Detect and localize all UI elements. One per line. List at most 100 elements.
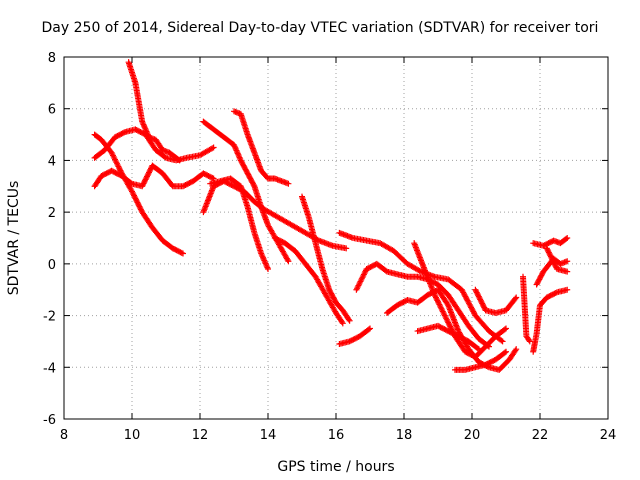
- data-point: [146, 169, 152, 176]
- data-point: [284, 256, 291, 263]
- data-point: [552, 263, 559, 270]
- data-point: [360, 272, 367, 279]
- data-point: [146, 168, 153, 175]
- series-track-9: [271, 235, 346, 327]
- y-axis-label: SDTVAR / TECUs: [6, 181, 22, 296]
- data-point: [476, 294, 483, 301]
- data-point: [356, 281, 363, 288]
- data-point: [130, 191, 137, 198]
- data-point: [354, 285, 361, 292]
- y-tick-label: 0: [48, 258, 56, 273]
- y-tick-label: 6: [48, 103, 56, 118]
- series-track-8: [200, 178, 350, 252]
- data-point: [431, 291, 438, 298]
- data-point: [145, 170, 152, 177]
- data-point: [503, 348, 509, 355]
- data-point: [501, 349, 508, 356]
- x-tick-label: 16: [328, 428, 345, 443]
- data-point: [129, 189, 136, 196]
- data-point: [436, 301, 443, 308]
- data-point: [361, 270, 368, 277]
- data-point: [435, 300, 442, 307]
- data-point: [441, 312, 448, 319]
- data-point: [445, 319, 452, 326]
- data-point: [552, 289, 559, 296]
- data-point: [432, 293, 439, 300]
- data-point: [131, 192, 138, 199]
- data-point: [512, 295, 519, 302]
- data-point: [112, 157, 119, 164]
- data-point: [141, 177, 148, 184]
- data-point: [443, 316, 450, 323]
- y-tick-label: -4: [43, 361, 56, 376]
- data-point: [355, 282, 362, 289]
- series-track-4: [91, 162, 217, 190]
- data-point: [526, 338, 533, 345]
- y-tick-label: -6: [43, 413, 56, 428]
- data-point: [444, 318, 451, 325]
- plot-frame: [63, 56, 609, 420]
- data-series: [91, 59, 571, 373]
- data-point: [543, 245, 550, 252]
- data-point: [473, 289, 480, 296]
- data-point: [209, 174, 216, 181]
- data-point: [134, 199, 141, 206]
- data-point: [548, 254, 555, 261]
- data-point: [501, 326, 508, 333]
- data-point: [439, 308, 446, 315]
- data-point: [285, 180, 292, 187]
- data-point: [365, 326, 372, 333]
- series-track-21: [533, 255, 571, 288]
- data-point: [438, 305, 445, 312]
- data-point: [137, 205, 144, 212]
- x-tick-label: 10: [124, 428, 141, 443]
- data-point: [481, 304, 488, 311]
- series-track-16: [452, 348, 509, 373]
- data-point: [445, 320, 452, 327]
- data-point: [339, 320, 346, 327]
- data-point: [547, 253, 554, 260]
- data-point: [499, 338, 506, 345]
- x-tick-label: 18: [396, 428, 413, 443]
- series-track-6: [231, 108, 292, 187]
- data-point: [116, 166, 123, 173]
- data-point: [564, 268, 571, 275]
- series-track-18: [472, 286, 520, 316]
- data-point: [265, 266, 271, 273]
- series-track-3: [91, 131, 186, 257]
- data-point: [512, 347, 519, 354]
- data-point: [359, 274, 366, 281]
- data-point: [433, 296, 440, 303]
- data-point: [132, 195, 139, 202]
- y-tick-label: 8: [48, 51, 56, 66]
- data-point: [475, 346, 482, 353]
- data-point: [133, 198, 140, 205]
- data-point: [551, 260, 558, 267]
- data-point: [353, 286, 360, 293]
- x-tick-label: 24: [600, 428, 617, 443]
- data-point: [358, 275, 365, 282]
- x-tick-labels: 8 10 12 14 16 18 20 22 24: [60, 428, 616, 443]
- data-point: [480, 303, 487, 310]
- series-track-2: [91, 126, 217, 164]
- series-track-19: [520, 273, 533, 345]
- x-tick-label: 8: [60, 428, 68, 443]
- data-point: [549, 256, 556, 263]
- data-point: [358, 277, 365, 284]
- data-point: [141, 179, 148, 186]
- data-point: [210, 144, 217, 151]
- y-tick-label: 4: [48, 154, 56, 169]
- data-point: [475, 292, 482, 299]
- data-point: [144, 172, 151, 179]
- data-point: [441, 311, 448, 318]
- data-point: [434, 297, 441, 304]
- data-point: [108, 149, 115, 156]
- series-track-11: [336, 325, 373, 348]
- data-point: [564, 258, 571, 265]
- data-point: [357, 278, 364, 285]
- x-axis-label: GPS time / hours: [277, 459, 394, 475]
- x-tick-label: 22: [532, 428, 549, 443]
- data-point: [564, 235, 571, 241]
- data-point: [437, 302, 444, 309]
